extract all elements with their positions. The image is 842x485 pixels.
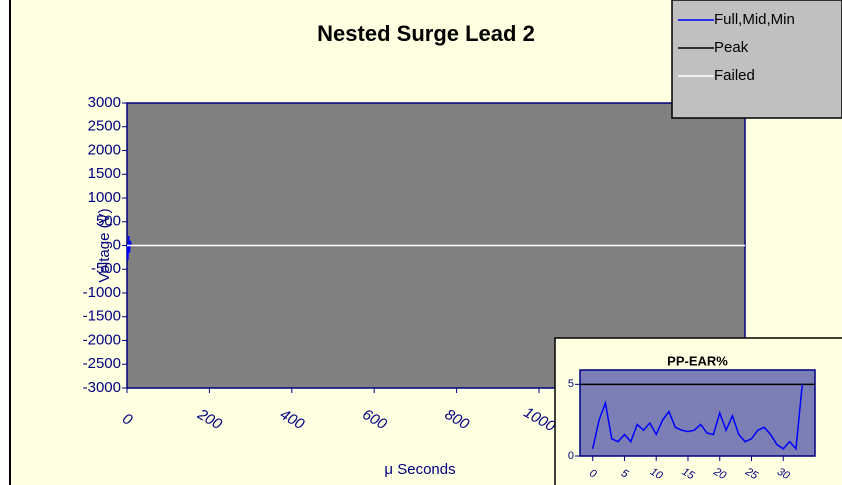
y-tick-label: 2500 — [88, 118, 121, 135]
y-tick-label: 500 — [96, 213, 121, 230]
legend-label: Failed — [714, 67, 755, 84]
y-tick-label: 2000 — [88, 141, 121, 158]
chart-title: Nested Surge Lead 2 — [317, 21, 535, 46]
y-tick-label: -2000 — [83, 331, 121, 348]
y-tick-label: -2500 — [83, 355, 121, 372]
y-tick-label: 5 — [568, 378, 574, 390]
legend-label: Full,Mid,Min — [714, 11, 795, 28]
y-tick-label: -500 — [91, 260, 121, 277]
chart-title: PP-EAR% — [667, 353, 728, 368]
y-tick-label: -1500 — [83, 308, 121, 325]
y-tick-label: 0 — [568, 450, 574, 462]
x-axis-label: μ Seconds — [384, 461, 455, 478]
series-line — [591, 384, 804, 451]
y-tick-label: 1500 — [88, 165, 121, 182]
y-tick-label: -3000 — [83, 379, 121, 396]
y-tick-label: 1000 — [88, 189, 121, 206]
plot-area — [579, 369, 816, 457]
legend-label: Peak — [714, 39, 749, 56]
y-axis-label: Voltage (V) — [96, 208, 113, 282]
y-tick-label: 0 — [113, 236, 121, 253]
y-tick-label: -1000 — [83, 284, 121, 301]
y-tick-label: 3000 — [88, 94, 121, 111]
series-line — [126, 235, 132, 260]
